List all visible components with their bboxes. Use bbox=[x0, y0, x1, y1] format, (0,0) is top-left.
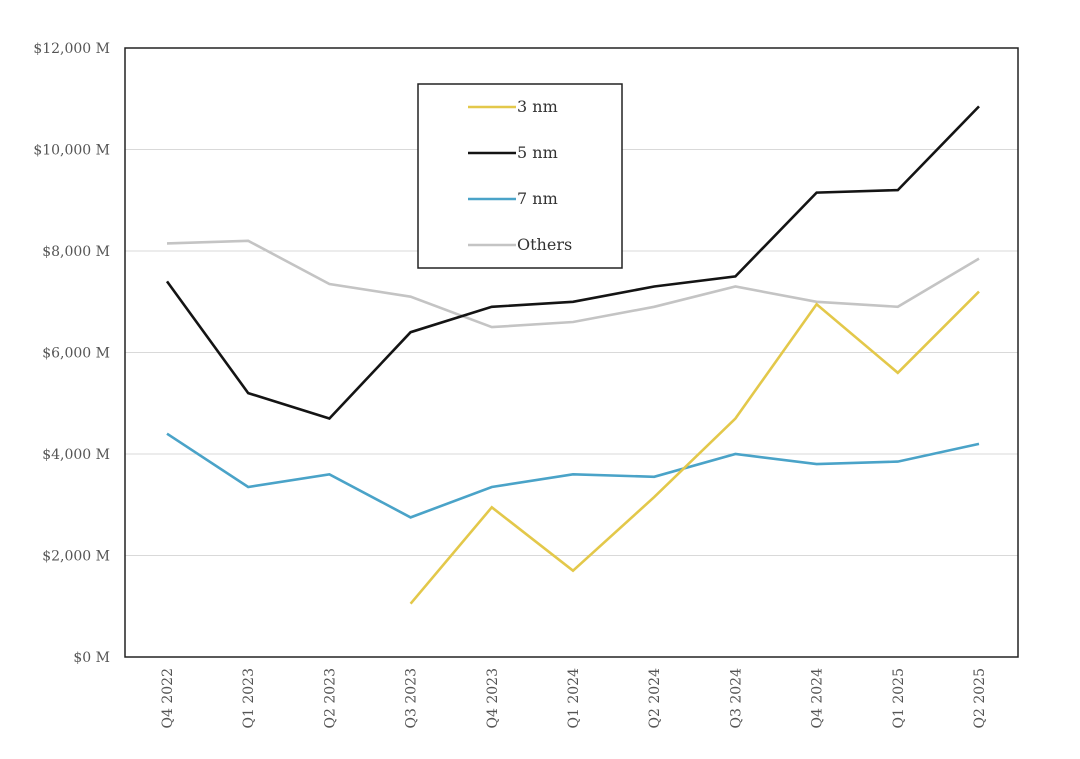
series-line-7-nm bbox=[166, 432, 980, 519]
x-tick-label: Q2 2025 bbox=[972, 668, 988, 728]
series-line-5-nm bbox=[165, 105, 980, 420]
legend-label: 5 nm bbox=[517, 143, 558, 162]
legend: 3 nm 5 nm 7 nm Others bbox=[417, 83, 623, 269]
x-tick-label: Q2 2024 bbox=[647, 668, 663, 729]
x-tick-label: Q4 2023 bbox=[485, 668, 501, 728]
x-tick-label: Q2 2023 bbox=[322, 668, 338, 728]
x-axis-ticks: Q4 2022 Q1 2023 Q2 2023 Q3 2023 Q4 2023 Q1 20… bbox=[160, 668, 988, 729]
x-tick-label: Q1 2025 bbox=[891, 668, 907, 728]
x-tick-label: Q1 2024 bbox=[566, 668, 582, 729]
y-tick-label: $2,000 M bbox=[42, 549, 110, 565]
x-tick-label: Q3 2024 bbox=[728, 668, 744, 729]
legend-label: 3 nm bbox=[517, 97, 558, 116]
legend-box bbox=[417, 83, 623, 269]
series-line-3-nm bbox=[409, 290, 980, 605]
legend-label: Others bbox=[517, 235, 572, 254]
x-tick-label: Q1 2023 bbox=[241, 668, 257, 728]
y-tick-label: $0 M bbox=[73, 650, 110, 666]
plot-frame bbox=[124, 47, 1019, 658]
y-tick-label: $6,000 M bbox=[42, 346, 110, 362]
y-tick-label: $4,000 M bbox=[42, 447, 110, 463]
x-tick-label: Q3 2023 bbox=[404, 668, 420, 728]
y-axis-ticks: $0 M $2,000 M $4,000 M $6,000 M $8,000 M $10,… bbox=[33, 41, 110, 666]
y-tick-label: $12,000 M bbox=[33, 41, 110, 57]
series-lines bbox=[165, 105, 980, 605]
y-tick-label: $8,000 M bbox=[42, 244, 110, 260]
x-tick-label: Q4 2022 bbox=[160, 668, 176, 728]
legend-label: 7 nm bbox=[517, 189, 558, 208]
series-line-others bbox=[166, 239, 980, 329]
x-tick-label: Q4 2024 bbox=[810, 668, 826, 729]
y-tick-label: $10,000 M bbox=[33, 143, 110, 159]
